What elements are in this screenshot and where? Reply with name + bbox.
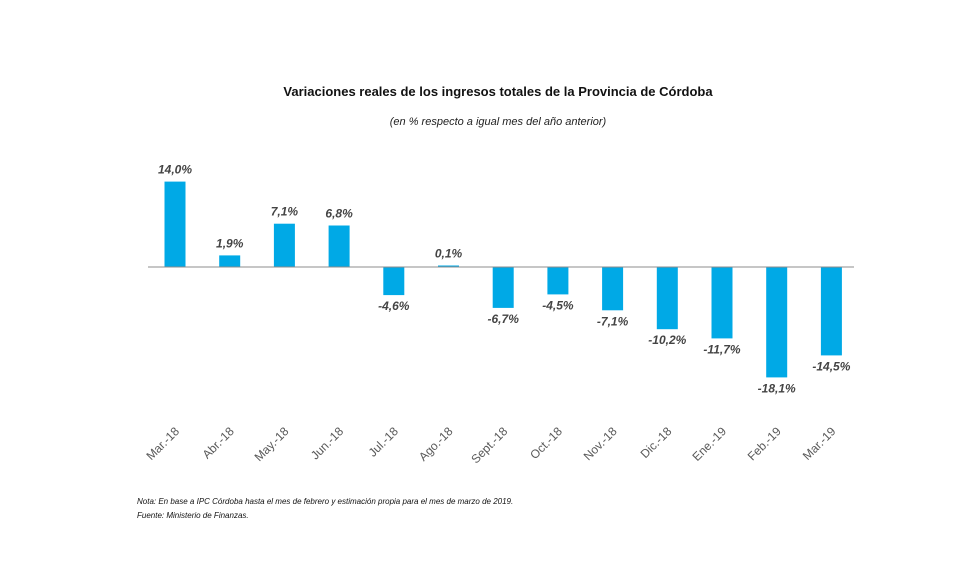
bar-9 <box>656 267 678 330</box>
bar-4 <box>383 267 405 296</box>
bar-12 <box>820 267 842 356</box>
category-tick-1: Abr.-18 <box>200 424 237 461</box>
chart-source: Fuente: Ministerio de Finanzas. <box>137 511 249 520</box>
bar-1 <box>219 255 241 267</box>
data-labels-group: 14,0% 1,9% 7,1% 6,8% -4,6% 0,1% -6,7% -4,5% -7,1… <box>158 163 851 396</box>
category-tick-10: Ene.-19 <box>690 424 730 464</box>
category-tick-6: Sept.-18 <box>468 424 510 466</box>
bar-5 <box>438 265 459 267</box>
bar-0 <box>164 181 186 267</box>
data-label-12: -14,5% <box>812 359 850 373</box>
data-label-3: 6,8% <box>325 207 353 221</box>
data-label-4: -4,6% <box>378 299 410 313</box>
data-label-0: 14,0% <box>158 163 192 177</box>
data-label-8: -7,1% <box>597 314 629 328</box>
data-label-10: -11,7% <box>703 342 740 356</box>
category-tick-7: Oct.-18 <box>527 424 565 462</box>
data-label-7: -4,5% <box>542 298 574 312</box>
bar-8 <box>602 267 624 311</box>
data-label-5: 0,1% <box>435 247 463 261</box>
bar-10 <box>711 267 733 339</box>
category-tick-4: Jul.-18 <box>366 424 402 460</box>
data-label-2: 7,1% <box>271 205 299 219</box>
category-tick-9: Dic.-18 <box>638 424 675 461</box>
bar-7 <box>547 267 569 295</box>
chart-subtitle: (en % respecto a igual mes del año anter… <box>389 116 607 128</box>
data-label-6: -6,7% <box>488 312 520 326</box>
category-tick-0: Mar.-18 <box>143 424 182 463</box>
category-tick-11: Feb.-19 <box>745 424 784 463</box>
category-ticks-group: Mar.-18 Abr.-18 May.-18 Jun.-18 Jul.-18 Ago.-… <box>143 424 838 466</box>
category-tick-5: Ago.-18 <box>416 424 456 464</box>
bar-11 <box>766 267 788 378</box>
bar-3 <box>328 225 350 267</box>
chart-title: Variaciones reales de los ingresos total… <box>283 84 713 99</box>
bar-6 <box>492 267 514 308</box>
category-tick-8: Nov.-18 <box>581 424 620 463</box>
data-label-9: -10,2% <box>648 333 686 347</box>
bar-2 <box>273 223 295 267</box>
category-tick-12: Mar.-19 <box>800 424 839 463</box>
category-tick-2: May.-18 <box>252 424 292 464</box>
chart-note: Nota: En base a IPC Córdoba hasta el mes… <box>137 497 514 506</box>
bars-group <box>164 181 842 378</box>
data-label-11: -18,1% <box>758 381 796 395</box>
category-tick-3: Jun.-18 <box>308 424 346 462</box>
data-label-1: 1,9% <box>216 236 244 250</box>
